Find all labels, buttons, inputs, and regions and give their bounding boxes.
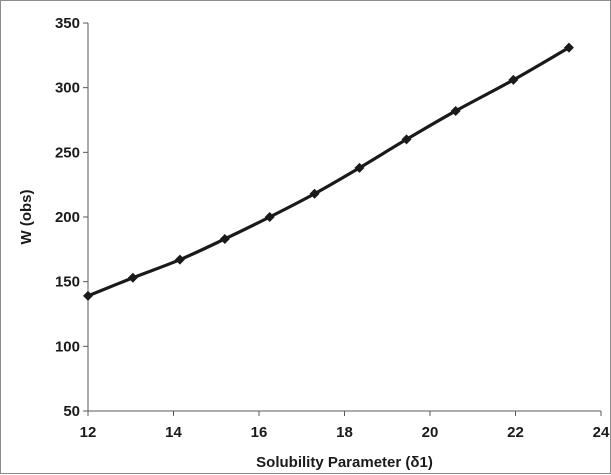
- data-point-marker: [354, 162, 365, 173]
- data-point-marker: [309, 188, 320, 199]
- x-tick-label: 24: [593, 424, 610, 441]
- y-tick-label: 200: [55, 209, 80, 226]
- y-tick-labels: 50 100 150 200 250 300 350: [55, 15, 80, 420]
- x-tick-label: 14: [165, 424, 182, 441]
- x-axis-title: Solubility Parameter (δ1): [256, 454, 433, 471]
- data-point-marker: [127, 272, 138, 283]
- y-axis-title: W (obs): [18, 190, 35, 245]
- data-point-marker: [450, 105, 461, 116]
- x-tick-labels: 12 14 16 18 20 22 24: [80, 424, 610, 441]
- x-tick-label: 20: [422, 424, 439, 441]
- data-point-marker: [219, 233, 230, 244]
- data-point-marker: [83, 290, 93, 301]
- x-tick-label: 22: [507, 424, 524, 441]
- y-tick-label: 250: [55, 144, 80, 161]
- axes: [83, 22, 602, 416]
- data-point-marker: [508, 74, 519, 85]
- y-tick-label: 350: [55, 15, 80, 32]
- y-tick-label: 300: [55, 80, 80, 97]
- y-tick-label: 50: [63, 403, 80, 420]
- data-point-marker: [264, 212, 275, 222]
- y-tick-label: 100: [55, 338, 80, 355]
- x-tick-label: 18: [336, 424, 353, 441]
- data-point-marker: [401, 134, 412, 145]
- data-point-marker: [563, 42, 574, 53]
- series-layer: [83, 42, 574, 301]
- x-tick-label: 12: [80, 424, 97, 441]
- data-point-marker: [174, 254, 185, 265]
- x-tick-label: 16: [251, 424, 268, 441]
- series-line: [87, 46, 570, 298]
- y-tick-label: 150: [55, 274, 80, 291]
